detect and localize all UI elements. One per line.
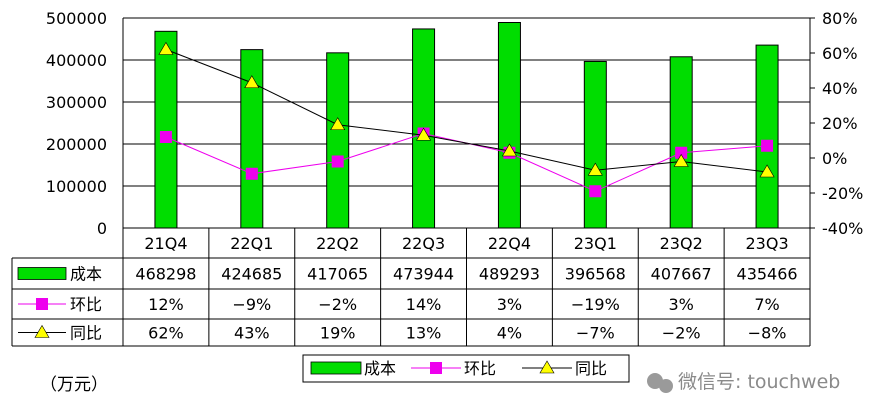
y-left-tick-label: 100000 (46, 177, 107, 196)
watermark-text: 微信号: touchweb (678, 371, 840, 393)
x-tick-label: 22Q3 (402, 234, 445, 253)
data-label: 14% (406, 295, 442, 314)
data-table: 21Q4 22Q1 22Q2 22Q3 22Q4 23Q1 23Q2 23Q3 成本 468298… (11, 227, 811, 347)
marker-triangle (244, 75, 260, 89)
x-tick-label: 21Q4 (144, 234, 187, 253)
data-label: 13% (406, 324, 442, 343)
marker-square (430, 362, 442, 374)
axes: 0 100000 200000 300000 400000 500000 -40% -20% 0… (46, 9, 863, 238)
data-label: −7% (576, 324, 615, 343)
legend: 成本 环比 同比 (302, 354, 630, 383)
legend-label: 同比 (575, 359, 607, 378)
bar (497, 21, 521, 229)
data-label: 62% (148, 324, 184, 343)
y-right-tick-label: 60% (822, 44, 858, 63)
x-tick-label: 23Q1 (574, 234, 617, 253)
marker-triangle (416, 127, 432, 141)
y-left-tick-label: 500000 (46, 9, 107, 28)
data-label: 7% (754, 295, 779, 314)
y-left-tick-label: 0 (97, 219, 107, 238)
bar (154, 30, 178, 229)
gridlines (123, 17, 810, 229)
x-tick-label: 23Q2 (660, 234, 703, 253)
marker-square (675, 146, 688, 159)
data-label: 489293 (479, 265, 540, 284)
y-right-tick-label: -20% (822, 184, 863, 203)
legend-swatch (310, 361, 362, 375)
bar (583, 60, 607, 229)
marker-square (159, 131, 172, 143)
legend-label: 环比 (464, 359, 496, 378)
data-label: 3% (668, 295, 693, 314)
bar-series (154, 21, 779, 229)
wechat-icon (647, 373, 663, 389)
data-label: 424685 (221, 265, 282, 284)
y-left-tick-label: 300000 (46, 93, 107, 112)
data-label: 396568 (565, 265, 626, 284)
marker-triangle (673, 153, 689, 167)
marker-triangle (330, 117, 346, 131)
data-label: −19% (571, 295, 620, 314)
line-series (158, 41, 775, 198)
data-label: 12% (148, 295, 184, 314)
data-label: 3% (497, 295, 522, 314)
y-right-tick-label: 20% (822, 114, 858, 133)
row-label: 成本 (70, 265, 102, 284)
marker-triangle (34, 324, 50, 338)
series-line (165, 49, 768, 173)
marker-square (36, 298, 48, 310)
row-label: 同比 (70, 324, 102, 343)
marker-square (331, 155, 344, 168)
data-label: 468298 (135, 265, 196, 284)
data-label: −2% (318, 295, 357, 314)
bar (755, 44, 779, 229)
data-label: 19% (320, 324, 356, 343)
data-label: 473944 (393, 265, 454, 284)
y-right-tick-label: -40% (822, 219, 863, 238)
row-label: 环比 (70, 295, 102, 314)
marker-square (761, 139, 774, 152)
data-label: 435466 (737, 265, 798, 284)
x-tick-label: 23Q3 (745, 234, 788, 253)
y-right-tick-label: 80% (822, 9, 858, 28)
x-tick-label: 22Q4 (488, 234, 531, 253)
y-right-tick-label: 0% (822, 149, 847, 168)
data-label: −2% (662, 324, 701, 343)
marker-triangle (539, 360, 555, 374)
marker-square (589, 185, 602, 198)
data-label: 407667 (651, 265, 712, 284)
data-label: 43% (234, 324, 270, 343)
marker-triangle (759, 164, 775, 178)
data-label: −8% (748, 324, 787, 343)
marker-triangle (158, 41, 174, 55)
legend-label: 成本 (364, 359, 396, 378)
row-key-swatch (17, 267, 67, 280)
bar (326, 52, 350, 229)
data-label: −9% (232, 295, 271, 314)
watermark: 微信号: touchweb (647, 371, 840, 393)
marker-triangle (501, 143, 517, 157)
y-left-tick-label: 400000 (46, 51, 107, 70)
x-tick-label: 22Q1 (230, 234, 273, 253)
y-left-tick-label: 200000 (46, 135, 107, 154)
x-tick-label: 22Q2 (316, 234, 359, 253)
marker-square (245, 167, 258, 180)
data-label: 417065 (307, 265, 368, 284)
bar (669, 56, 693, 229)
data-label: 4% (497, 324, 522, 343)
unit-note: （万元） (40, 375, 108, 395)
y-right-tick-label: 40% (822, 79, 858, 98)
marker-triangle (587, 162, 603, 176)
